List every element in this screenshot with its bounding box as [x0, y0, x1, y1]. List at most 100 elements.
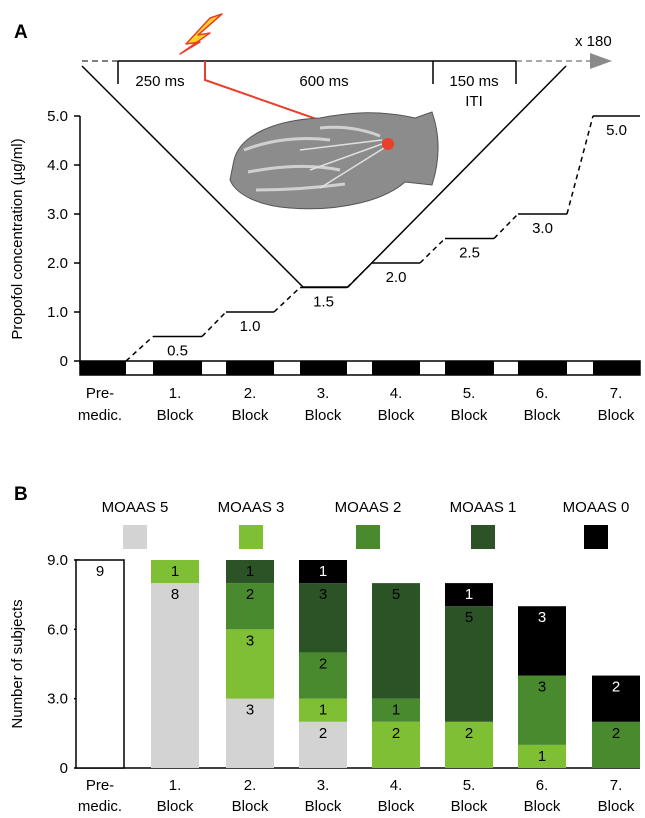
b-x-label-line1: 5.	[463, 777, 476, 794]
bar-segment	[151, 583, 199, 768]
block-segment	[593, 361, 640, 375]
step-label: 2.5	[459, 245, 480, 262]
bar-segment	[372, 583, 420, 699]
lightning-bolt-icon	[179, 13, 223, 55]
panel-b: B MOAAS 5 MOAAS 3 MOAAS 2 MOAAS 1 MOAAS 0 0 3…	[9, 484, 640, 815]
panel-b-x-labels: Pre-medic. 1. Block 2. Block 3. Block 4. Block 5.…	[78, 777, 635, 815]
step-label: 2.0	[386, 269, 407, 286]
b-x-label-line2: Block	[157, 798, 194, 815]
bar-segment	[226, 560, 274, 584]
legend-swatch	[123, 525, 147, 549]
bar-segment	[299, 652, 347, 699]
bar-value-label: 1	[319, 702, 327, 719]
concentration-steps: 0.5 1.0 1.5 2.0 2.5 3.0 5.0	[125, 115, 640, 362]
bar-value-label: 9	[96, 563, 104, 580]
y-tick-label: 1.0	[47, 304, 68, 321]
step-connector	[419, 237, 446, 264]
bar-segment	[299, 560, 347, 584]
bar-value-label: 1	[392, 702, 400, 719]
x-label-line2: Block	[378, 407, 415, 424]
bar-value-label: 2	[246, 586, 254, 603]
duration-250ms: 250 ms	[135, 73, 184, 90]
bar-value-label: 1	[538, 748, 546, 765]
bar-value-label: 2	[612, 679, 620, 696]
b-x-label-line1: 7.	[610, 777, 623, 794]
repeat-count: x 180	[575, 33, 612, 50]
bar-value-label: 3	[538, 679, 546, 696]
legend-label: MOAAS 0	[563, 499, 630, 516]
b-y-tick-label: 3.0	[47, 691, 68, 708]
bar-segment	[372, 721, 420, 768]
legend: MOAAS 5 MOAAS 3 MOAAS 2 MOAAS 1 MOAAS 0	[102, 499, 630, 549]
bar-value-label: 1	[171, 563, 179, 580]
iti-label: ITI	[465, 93, 483, 110]
block-segment	[80, 361, 126, 375]
y-tick-label: 3.0	[47, 206, 68, 223]
b-x-label-line1: 4.	[390, 777, 403, 794]
bar-value-label: 2	[392, 725, 400, 742]
b-x-label-line1: 2.	[244, 777, 257, 794]
y-tick-label: 2.0	[47, 255, 68, 272]
bar-segment	[518, 744, 566, 768]
x-label-line1: 5.	[463, 385, 476, 402]
step-connector	[273, 286, 301, 313]
bar-segment	[445, 606, 493, 722]
block-segment	[518, 361, 567, 375]
y-tick-label: 0	[60, 353, 68, 370]
bar-value-label: 1	[246, 563, 254, 580]
bar-value-label: 3	[246, 632, 254, 649]
b-x-label-line1: 6.	[536, 777, 549, 794]
stimulation-point	[382, 138, 394, 150]
x-label-line1: Pre-	[86, 385, 114, 402]
bar-segment	[445, 721, 493, 768]
bar-segment	[226, 698, 274, 768]
b-x-label-line2: medic.	[78, 798, 122, 815]
step-connector	[125, 335, 154, 362]
bar-value-label: 5	[392, 586, 400, 603]
legend-swatch	[584, 525, 608, 549]
bar-segment	[299, 721, 347, 768]
x-label-line1: 3.	[317, 385, 330, 402]
bar-segment	[75, 559, 125, 769]
step-label: 5.0	[606, 122, 627, 139]
x-label-line1: 1.	[169, 385, 182, 402]
legend-swatch	[239, 525, 263, 549]
bar-segment	[226, 629, 274, 699]
duration-600ms: 600 ms	[299, 73, 348, 90]
bar-value-label: 2	[319, 655, 327, 672]
legend-label: MOAAS 3	[218, 499, 285, 516]
step-connector	[346, 262, 373, 289]
step-label: 3.0	[532, 220, 553, 237]
legend-label: MOAAS 1	[450, 499, 517, 516]
x-label-line2: Block	[598, 407, 635, 424]
y-tick-label: 5.0	[47, 108, 68, 125]
bar-value-label: 3	[538, 609, 546, 626]
block-segment	[300, 361, 347, 375]
hand-illustration	[229, 111, 439, 210]
b-x-label-line1: Pre-	[86, 777, 114, 794]
x-label-line2: Block	[305, 407, 342, 424]
bar-value-label: 3	[319, 586, 327, 603]
block-bar	[79, 360, 641, 376]
b-x-label-line1: 3.	[317, 777, 330, 794]
legend-label: MOAAS 2	[335, 499, 402, 516]
panel-a: A 250 ms 600 ms 150 ms ITI x 180	[9, 13, 641, 424]
step-label: 1.0	[240, 318, 261, 335]
step-label: 1.5	[313, 294, 334, 311]
repeat-arrow-icon	[590, 53, 612, 69]
y-tick-group: 0 1.0 2.0 3.0 4.0 5.0	[47, 108, 80, 370]
bar-segment	[299, 698, 347, 722]
x-label-line2: Block	[157, 407, 194, 424]
b-x-label-line2: Block	[451, 798, 488, 815]
y-axis-label: Propofol concentration (µg/ml)	[9, 138, 26, 339]
legend-label: MOAAS 5	[102, 499, 169, 516]
x-label-line1: 2.	[244, 385, 257, 402]
panel-a-axes: 0 1.0 2.0 3.0 4.0 5.0 Propofol concentration …	[9, 108, 81, 370]
bar-value-label: 1	[319, 563, 327, 580]
x-label-line2: Block	[451, 407, 488, 424]
bar-value-label: 2	[612, 725, 620, 742]
legend-swatch	[471, 525, 495, 549]
b-y-tick-group: 0 3.0 6.0 9.0	[47, 552, 80, 777]
x-label-line2: medic.	[78, 407, 122, 424]
